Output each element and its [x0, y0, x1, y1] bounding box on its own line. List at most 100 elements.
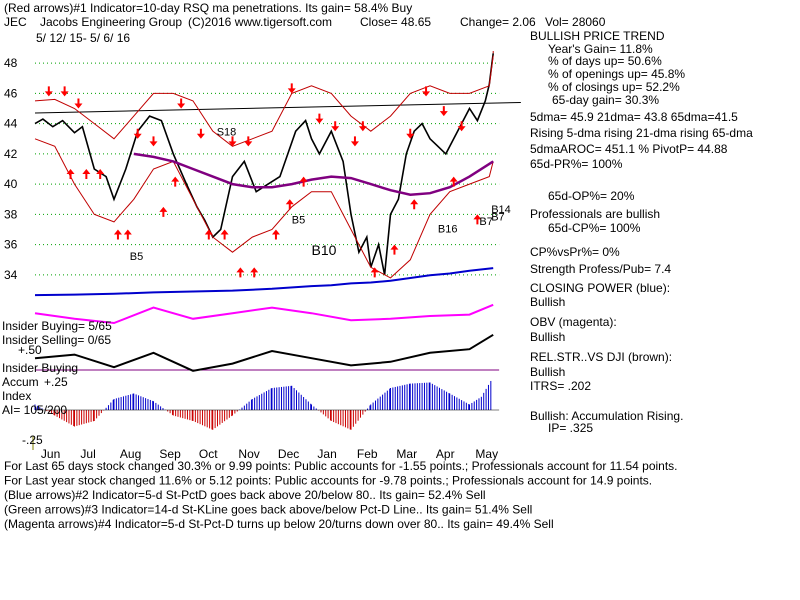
annotation-label: B5	[292, 214, 305, 226]
right-panel-line: Rising 5-dma rising 21-dma rising 65-dma	[530, 126, 753, 140]
header-date-range: 5/ 12/ 15- 5/ 6/ 16	[36, 31, 130, 45]
y-tick-label: 34	[4, 268, 18, 282]
month-tick-label: May	[475, 447, 498, 461]
right-panel-line: BULLISH PRICE TREND	[530, 29, 665, 43]
red-down-arrow	[406, 128, 415, 139]
y-tick-label: 40	[4, 177, 18, 191]
y-tick-label: 36	[4, 238, 18, 252]
red-down-arrow	[74, 98, 83, 109]
red-up-arrow	[113, 229, 122, 240]
lower-band-line	[34, 138, 494, 279]
right-panel-line: 5dmaAROC= 451.1 % PivotP= 44.88	[530, 142, 728, 156]
red-down-arrow	[315, 113, 324, 124]
red-down-arrow	[350, 136, 359, 147]
bottom-text-line: (Magenta arrows)#4 Indicator=5-d St-Pct-…	[4, 517, 554, 531]
annotation-label: B7	[479, 216, 492, 228]
red-down-arrow	[422, 86, 431, 97]
red-down-arrow	[228, 136, 237, 147]
bottom-summary: For Last 65 days stock changed 30.3% or …	[4, 459, 678, 531]
y-tick-label: 38	[4, 207, 18, 221]
right-panel-line: 65d-PR%= 100%	[530, 157, 623, 171]
red-down-arrow	[60, 86, 69, 97]
month-tick-label: Dec	[278, 447, 299, 461]
y-tick-label: 48	[4, 56, 18, 70]
red-up-arrow	[96, 169, 105, 179]
month-tick-label: Jun	[41, 447, 60, 461]
price-series	[34, 51, 521, 279]
red-up-arrow	[250, 267, 259, 278]
month-tick-label: Jul	[80, 447, 95, 461]
month-tick-label: Mar	[396, 447, 417, 461]
accum-label: Accum	[2, 375, 39, 389]
ai-label: AI= 105/200	[2, 403, 67, 417]
bottom-text-line: For Last 65 days stock changed 30.3% or …	[4, 459, 678, 473]
annotation-label: B10	[312, 242, 337, 258]
red-down-arrow	[331, 121, 340, 132]
header-ticker: JEC	[4, 15, 27, 29]
red-up-arrow	[299, 176, 308, 187]
bottom-text-line: For Last year stock changed 11.6% or 5.1…	[4, 474, 652, 488]
red-down-arrow	[287, 83, 296, 94]
bottom-text-line: (Blue arrows)#2 Indicator=5-d St-PctD go…	[4, 488, 486, 502]
right-panel-line: % of openings up= 45.8%	[548, 67, 685, 81]
price-gridlines	[35, 62, 500, 276]
right-panel-line: OBV (magenta):	[530, 315, 617, 329]
red-up-arrow	[473, 214, 482, 225]
indicator-panels	[34, 267, 500, 430]
annotation-label: B7	[491, 211, 504, 223]
month-tick-label: Sep	[159, 447, 181, 461]
red-up-arrow	[159, 206, 168, 217]
month-tick-label: Nov	[238, 447, 259, 461]
red-up-arrow	[82, 169, 91, 179]
right-panel-line: ITRS= .202	[530, 379, 591, 393]
red-up-arrow	[449, 176, 458, 187]
right-panel-line: 65-day gain= 30.3%	[552, 93, 659, 107]
trendline	[34, 101, 521, 114]
obv-line	[34, 303, 494, 325]
right-panel-line: Professionals are bullish	[530, 207, 660, 221]
right-panel-line: Bullish	[530, 295, 565, 309]
month-tick-label: Jan	[317, 447, 336, 461]
red-up-arrow	[271, 229, 280, 240]
right-panel-line: IP= .325	[548, 421, 593, 435]
insider-buying-label-2: Insider Buying	[2, 361, 78, 375]
annotation-label: B14	[491, 204, 511, 216]
annotation-label: S18	[217, 127, 237, 139]
right-panel-line: CLOSING POWER (blue):	[530, 281, 670, 295]
red-down-arrow	[439, 106, 448, 117]
red-down-arrow	[133, 128, 142, 139]
red-down-arrow	[149, 136, 158, 147]
red-down-arrow	[177, 98, 186, 109]
upper-band-line	[34, 55, 494, 147]
red-up-arrow	[390, 244, 399, 255]
red-up-arrow	[123, 229, 132, 240]
month-tick-label: Oct	[199, 447, 218, 461]
y-tick-label: 42	[4, 147, 18, 161]
red-down-arrow	[358, 121, 367, 132]
right-panel-line: 65d-OP%= 20%	[548, 189, 635, 203]
red-up-arrow	[220, 229, 229, 240]
ma65-line	[133, 152, 494, 196]
red-up-arrow	[236, 267, 245, 278]
right-panel-line: REL.STR..VS DJI (brown):	[530, 350, 672, 364]
rel-str-line	[34, 333, 494, 372]
minus25-label: -.25	[22, 433, 43, 447]
right-panel-line: CP%vsPr%= 0%	[530, 245, 620, 259]
insider-buying-label: Insider Buying= 5/65	[2, 319, 112, 333]
red-down-arrow	[457, 121, 466, 132]
month-axis: Jun Jul Aug Sep Oct Nov Dec Jan Feb Mar Apr May	[32, 436, 498, 461]
right-panel-line: Bullish	[530, 365, 565, 379]
right-panel-line: Bullish: Accumulation Rising.	[530, 409, 683, 423]
y-tick-label: 44	[4, 117, 18, 131]
header-vol: Vol= 28060	[545, 15, 606, 29]
month-tick-label: Feb	[357, 447, 378, 461]
insider-selling-label: Insider Selling= 0/65	[2, 333, 111, 347]
right-panel-line: Bullish	[530, 330, 565, 344]
bottom-text-line: (Green arrows)#3 Indicator=14-d St-KLine…	[4, 503, 532, 517]
right-panel-line: Strength Profess/Pub= 7.4	[530, 262, 671, 276]
red-down-arrow	[244, 136, 253, 147]
annotation-label: B5	[130, 251, 143, 263]
